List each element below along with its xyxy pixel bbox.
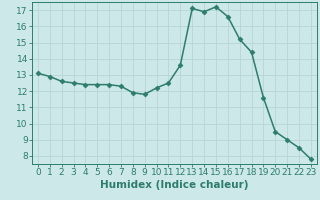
X-axis label: Humidex (Indice chaleur): Humidex (Indice chaleur) bbox=[100, 180, 249, 190]
